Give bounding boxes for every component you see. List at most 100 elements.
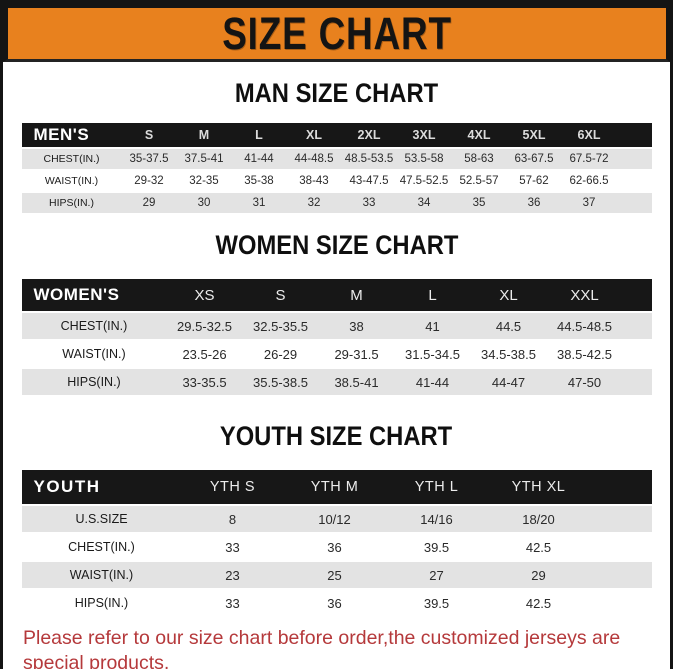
row-label: WAIST(IN.) bbox=[62, 347, 126, 361]
size-column-header: XS bbox=[194, 286, 215, 304]
size-value-cell: 29.5-32.5 bbox=[177, 318, 232, 334]
men-header-row: MEN'S S M L XL 2XL 3XL 4XL 5XL 6XL bbox=[21, 123, 652, 147]
size-value-cell: 29-32 bbox=[134, 175, 164, 187]
size-value-cell: 47-50 bbox=[567, 374, 602, 390]
size-value-cell: 23.5-26 bbox=[182, 346, 227, 362]
men-table-corner-label: MEN'S bbox=[33, 125, 90, 144]
youth-hips-row: HIPS(IN.) 33 36 39.5 42.5 bbox=[21, 590, 652, 616]
header-filler-cell bbox=[617, 123, 652, 147]
size-value-cell: 52.5-57 bbox=[459, 175, 499, 187]
youth-waist-row: WAIST(IN.) 23 25 27 29 bbox=[21, 562, 652, 588]
size-value-cell: 41 bbox=[425, 318, 440, 334]
size-value-cell: 30 bbox=[197, 197, 211, 209]
size-value-cell: 29 bbox=[142, 197, 156, 209]
size-value-cell: 33 bbox=[225, 595, 240, 611]
size-value-cell: 35-37.5 bbox=[129, 153, 169, 165]
size-value-cell: 35-38 bbox=[244, 175, 274, 187]
row-label: WAIST(IN.) bbox=[44, 175, 99, 187]
size-value-cell: 44.5 bbox=[495, 318, 522, 334]
footer-note: Please refer to our size chart before or… bbox=[23, 626, 670, 669]
size-value-cell: 14/16 bbox=[420, 511, 453, 527]
size-value-cell: 36 bbox=[327, 595, 342, 611]
size-value-cell: 31 bbox=[252, 197, 266, 209]
row-filler-cell bbox=[590, 590, 652, 616]
men-waist-row: WAIST(IN.) 29-32 32-35 35-38 38-43 43-47… bbox=[21, 171, 652, 191]
row-filler-cell bbox=[617, 149, 652, 169]
size-value-cell: 25 bbox=[327, 567, 342, 583]
men-size-table: MEN'S S M L XL 2XL 3XL 4XL 5XL 6XL CHEST… bbox=[21, 121, 652, 215]
row-label: HIPS(IN.) bbox=[49, 197, 94, 209]
size-value-cell: 44.5-48.5 bbox=[557, 318, 612, 334]
size-value-cell: 43-47.5 bbox=[349, 175, 389, 187]
size-column-header: YTH XL bbox=[511, 479, 566, 495]
size-value-cell: 42.5 bbox=[525, 539, 552, 555]
size-value-cell: 31.5-34.5 bbox=[405, 346, 460, 362]
row-filler-cell bbox=[623, 341, 652, 367]
size-column-header: XL bbox=[306, 128, 322, 142]
women-size-table: WOMEN'S XS S M L XL XXL CHEST(IN.) 29.5-… bbox=[21, 277, 652, 397]
row-filler-cell bbox=[623, 369, 652, 395]
size-value-cell: 33 bbox=[225, 539, 240, 555]
size-column-header: YTH S bbox=[209, 479, 256, 495]
youth-table-corner-label: YOUTH bbox=[33, 477, 101, 496]
footer-note-line1: Please refer to our size chart before or… bbox=[23, 627, 621, 669]
size-column-header: XL bbox=[499, 286, 518, 304]
men-chest-row: CHEST(IN.) 35-37.5 37.5-41 41-44 44-48.5… bbox=[21, 149, 652, 169]
row-filler-cell bbox=[590, 562, 652, 588]
row-filler-cell bbox=[590, 534, 652, 560]
size-value-cell: 23 bbox=[225, 567, 240, 583]
header-filler-cell bbox=[590, 470, 652, 504]
size-column-header: XXL bbox=[570, 286, 599, 304]
size-value-cell: 44-47 bbox=[491, 374, 526, 390]
size-value-cell: 37.5-41 bbox=[184, 153, 224, 165]
men-section-title: MAN SIZE CHART bbox=[234, 78, 439, 108]
size-value-cell: 32-35 bbox=[189, 175, 219, 187]
women-table-corner-label: WOMEN'S bbox=[33, 285, 120, 304]
row-label: CHEST(IN.) bbox=[60, 319, 128, 333]
women-chest-row: CHEST(IN.) 29.5-32.5 32.5-35.5 38 41 44.… bbox=[21, 313, 652, 339]
size-value-cell: 41-44 bbox=[244, 153, 274, 165]
size-value-cell: 35 bbox=[472, 197, 486, 209]
row-label: HIPS(IN.) bbox=[74, 596, 129, 610]
size-column-header: YTH M bbox=[310, 479, 359, 495]
women-section-title: WOMEN SIZE CHART bbox=[215, 230, 458, 260]
size-value-cell: 34 bbox=[417, 197, 431, 209]
youth-size-table: YOUTH YTH S YTH M YTH L YTH XL U.S.SIZE … bbox=[21, 468, 652, 618]
size-value-cell: 33 bbox=[362, 197, 376, 209]
size-value-cell: 48.5-53.5 bbox=[344, 153, 394, 165]
row-label: HIPS(IN.) bbox=[67, 375, 121, 389]
banner-title: SIZE CHART bbox=[222, 8, 452, 59]
size-column-header: 2XL bbox=[357, 128, 381, 142]
size-value-cell: 32.5-35.5 bbox=[253, 318, 308, 334]
banner: SIZE CHART bbox=[3, 8, 670, 62]
size-column-header: L bbox=[255, 128, 263, 142]
size-column-header: 4XL bbox=[467, 128, 491, 142]
size-value-cell: 34.5-38.5 bbox=[481, 346, 536, 362]
size-value-cell: 18/20 bbox=[522, 511, 555, 527]
size-value-cell: 38.5-42.5 bbox=[557, 346, 612, 362]
size-value-cell: 44-48.5 bbox=[294, 153, 334, 165]
size-column-header: 5XL bbox=[522, 128, 546, 142]
size-value-cell: 27 bbox=[429, 567, 444, 583]
size-value-cell: 39.5 bbox=[423, 595, 450, 611]
size-column-header: M bbox=[350, 286, 363, 304]
women-waist-row: WAIST(IN.) 23.5-26 26-29 29-31.5 31.5-34… bbox=[21, 341, 652, 367]
size-column-header: 6XL bbox=[577, 128, 601, 142]
row-label: WAIST(IN.) bbox=[69, 568, 134, 582]
size-column-header: L bbox=[428, 286, 437, 304]
size-value-cell: 38 bbox=[349, 318, 364, 334]
size-column-header: S bbox=[275, 286, 286, 304]
size-value-cell: 37 bbox=[582, 197, 596, 209]
row-filler-cell bbox=[617, 171, 652, 191]
men-hips-row: HIPS(IN.) 29 30 31 32 33 34 35 36 37 bbox=[21, 193, 652, 213]
size-value-cell: 38-43 bbox=[299, 175, 329, 187]
size-value-cell: 33-35.5 bbox=[182, 374, 227, 390]
size-column-header: M bbox=[198, 128, 210, 142]
size-value-cell: 41-44 bbox=[415, 374, 450, 390]
size-value-cell: 35.5-38.5 bbox=[253, 374, 308, 390]
women-header-row: WOMEN'S XS S M L XL XXL bbox=[21, 279, 652, 311]
youth-section-title: YOUTH SIZE CHART bbox=[220, 421, 453, 451]
size-value-cell: 38.5-41 bbox=[334, 374, 379, 390]
size-value-cell: 26-29 bbox=[263, 346, 298, 362]
